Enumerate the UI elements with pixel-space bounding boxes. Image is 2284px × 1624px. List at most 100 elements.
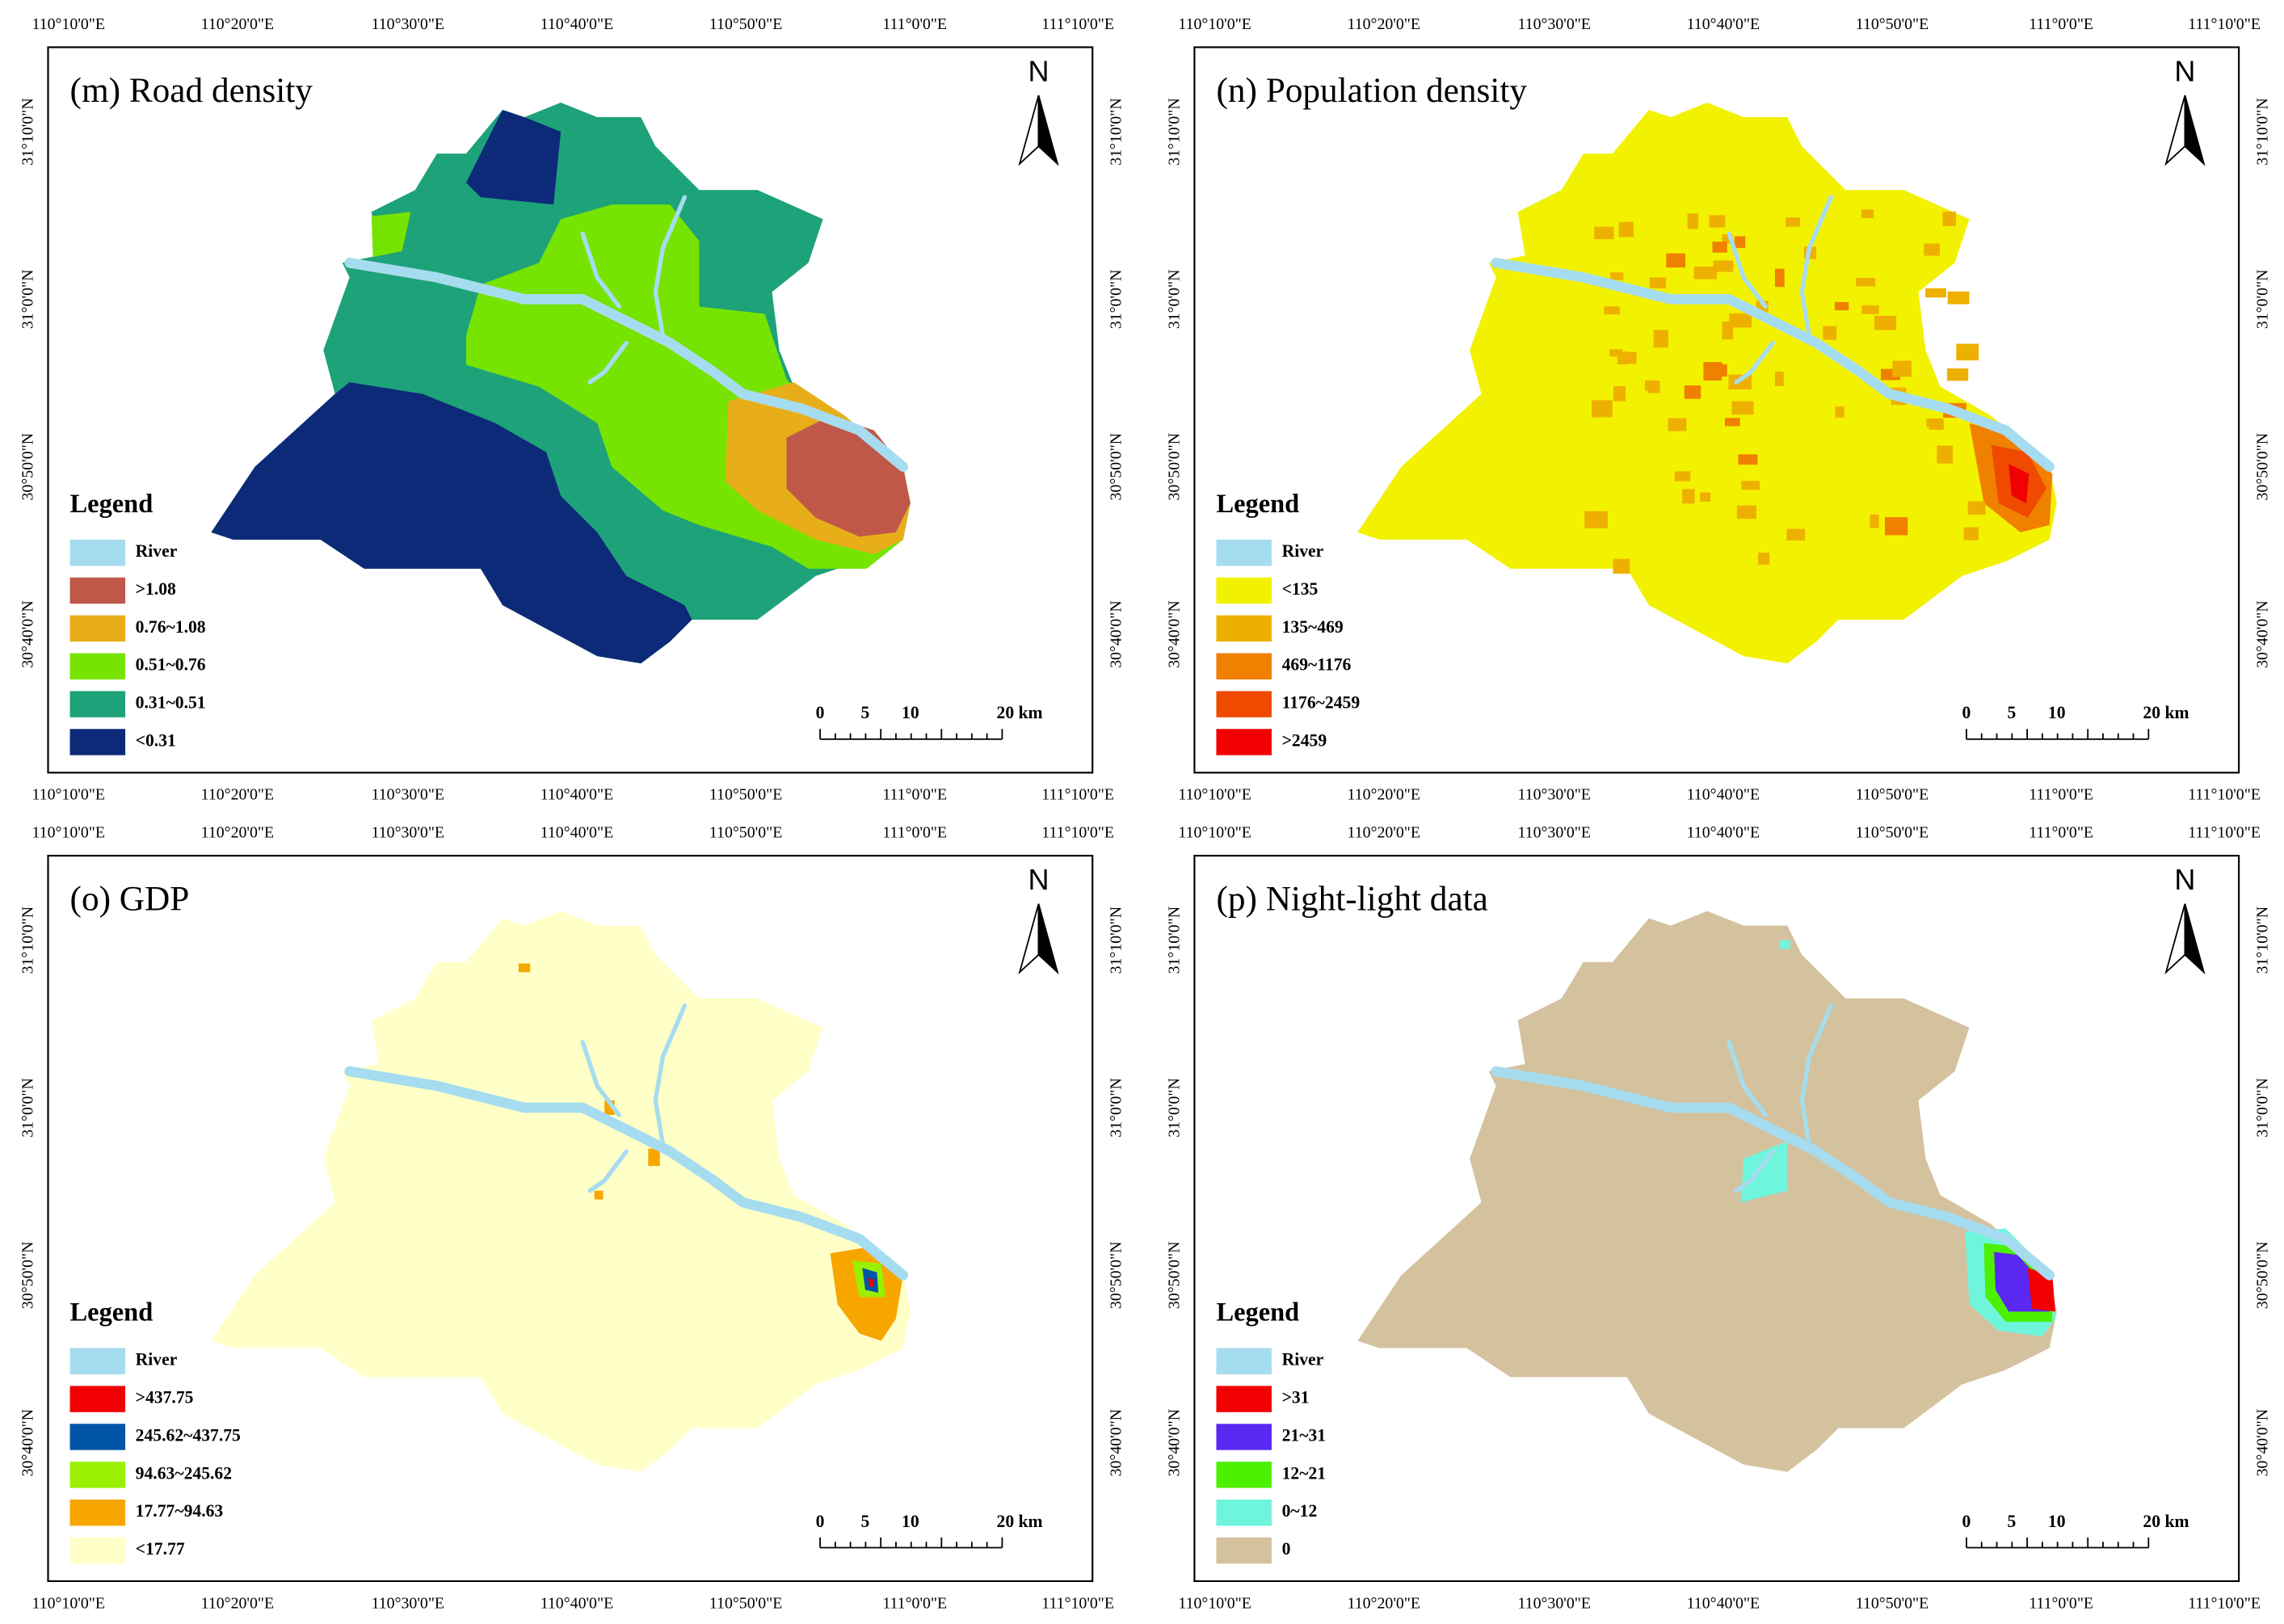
map-zone: [1736, 505, 1756, 520]
lon-label-top: 110°30'0"E: [372, 824, 444, 842]
map-zone: [1731, 401, 1754, 415]
lon-label-top: 110°20'0"E: [201, 824, 274, 842]
legend-swatch: [1216, 539, 1272, 566]
lon-label-top: 111°0'0"E: [882, 824, 947, 842]
lat-label-right: 31°0'0"N: [2253, 1078, 2271, 1138]
legend-label: River: [136, 1350, 178, 1369]
legend-swatch: [1216, 1499, 1272, 1526]
lon-label-bottom: 110°10'0"E: [32, 786, 105, 804]
north-arrow: [2184, 95, 2206, 166]
legend-swatch: [1216, 1537, 1272, 1564]
map-zone: [1624, 351, 1637, 364]
scale-label: 20 km: [2143, 703, 2189, 722]
scale-label: 5: [2007, 1512, 2016, 1531]
legend-label: 245.62~437.75: [136, 1425, 241, 1445]
lat-label-right: 30°50'0"N: [1107, 1242, 1125, 1310]
legend-label: River: [1282, 1350, 1324, 1369]
river: [587, 1149, 629, 1193]
map-zone: [1835, 406, 1844, 418]
lon-label-bottom: 110°20'0"E: [201, 1594, 274, 1612]
map-zone: [1774, 371, 1784, 386]
lon-label-bottom: 110°20'0"E: [1348, 786, 1420, 804]
lon-label-top: 110°10'0"E: [32, 15, 105, 33]
river: [1734, 1149, 1775, 1193]
legend-swatch: [69, 729, 126, 755]
scale-label: 0: [816, 1512, 825, 1531]
lon-label-bottom: 110°30'0"E: [1517, 1594, 1590, 1612]
legend-label: 0.76~1.08: [136, 617, 206, 637]
map-zone: [1613, 385, 1626, 402]
map-zone: [1786, 217, 1801, 227]
legend-swatch: [69, 577, 126, 604]
map-zone: [211, 911, 911, 1472]
legend-swatch: [69, 1462, 126, 1488]
river: [1799, 1003, 1833, 1146]
map-panel: 110°10'0"E 110°10'0"E 110°20'0"E 110°20'0"E…: [19, 15, 1125, 804]
scale-label: 5: [861, 703, 870, 722]
legend-label: 0: [1282, 1539, 1291, 1559]
river: [344, 257, 909, 473]
map-zone: [1856, 277, 1876, 287]
lat-label-right: 30°40'0"N: [1107, 600, 1125, 668]
river: [344, 1066, 909, 1281]
lon-label-top: 110°50'0"E: [1856, 15, 1929, 33]
river: [1491, 257, 2055, 473]
lon-label-top: 110°10'0"E: [1178, 824, 1251, 842]
map-zone: [1758, 552, 1770, 566]
map-zone: [1674, 471, 1691, 482]
lat-label-left: 30°50'0"N: [19, 1242, 37, 1310]
map-zone: [1709, 215, 1726, 228]
map-panel: 110°10'0"E 110°10'0"E 110°20'0"E 110°20'0"E…: [19, 824, 1125, 1613]
lat-label-left: 30°40'0"N: [19, 1409, 37, 1477]
lon-label-bottom: 110°10'0"E: [1178, 786, 1251, 804]
lon-label-bottom: 110°50'0"E: [709, 786, 782, 804]
map-zone: [1604, 306, 1620, 315]
lon-label-bottom: 110°30'0"E: [1517, 786, 1590, 804]
lon-label-top: 110°40'0"E: [1687, 824, 1760, 842]
lon-label-bottom: 110°10'0"E: [1178, 1594, 1251, 1612]
lat-label-right: 31°10'0"N: [2253, 98, 2271, 165]
lat-label-left: 31°10'0"N: [1166, 98, 1184, 165]
legend-swatch: [1216, 653, 1272, 679]
map-zone: [1870, 514, 1879, 528]
scale-label: 5: [2007, 703, 2016, 722]
lat-label-left: 30°40'0"N: [1166, 1409, 1184, 1477]
map-zone: [1684, 385, 1701, 399]
scale-label: 20 km: [997, 703, 1043, 722]
legend-label: 94.63~245.62: [136, 1463, 232, 1483]
lon-label-bottom: 110°20'0"E: [201, 786, 274, 804]
lon-label-bottom: 111°0'0"E: [2029, 1594, 2093, 1612]
lat-label-left: 31°0'0"N: [1166, 1078, 1184, 1138]
lon-label-top: 110°30'0"E: [372, 15, 444, 33]
lat-label-right: 31°0'0"N: [1107, 1078, 1125, 1138]
north-label: N: [1028, 863, 1049, 896]
lat-label-left: 31°0'0"N: [19, 1078, 37, 1138]
river: [1491, 1066, 2055, 1281]
legend-label: >2459: [1282, 730, 1327, 750]
map-zone: [868, 1277, 874, 1287]
lon-label-bottom: 110°40'0"E: [541, 786, 613, 804]
north-arrow: [1037, 903, 1059, 975]
legend-swatch: [69, 1386, 126, 1412]
legend-label: 0.51~0.76: [136, 655, 206, 675]
panel-title: (o) GDP: [70, 880, 190, 919]
map-zone: [1823, 326, 1837, 340]
lon-label-bottom: 110°30'0"E: [372, 786, 444, 804]
map-zone: [1682, 489, 1695, 504]
map-zone: [518, 963, 531, 973]
lon-label-top: 110°40'0"E: [1687, 15, 1760, 33]
lon-label-bottom: 110°40'0"E: [1687, 786, 1760, 804]
legend-label: >1.08: [136, 579, 176, 599]
map-zone: [2008, 464, 2030, 503]
legend-label: 21~31: [1282, 1425, 1327, 1445]
map-zone: [1712, 242, 1727, 253]
north-arrow: [1037, 95, 1059, 166]
lon-label-top: 110°20'0"E: [1348, 15, 1420, 33]
legend-label: <17.77: [136, 1539, 185, 1559]
lon-label-top: 110°50'0"E: [709, 824, 782, 842]
lon-label-top: 110°30'0"E: [1517, 824, 1590, 842]
legend-label: River: [1282, 541, 1324, 561]
river: [1727, 231, 1768, 309]
legend-swatch: [69, 1537, 126, 1564]
map-zone: [1874, 315, 1897, 330]
